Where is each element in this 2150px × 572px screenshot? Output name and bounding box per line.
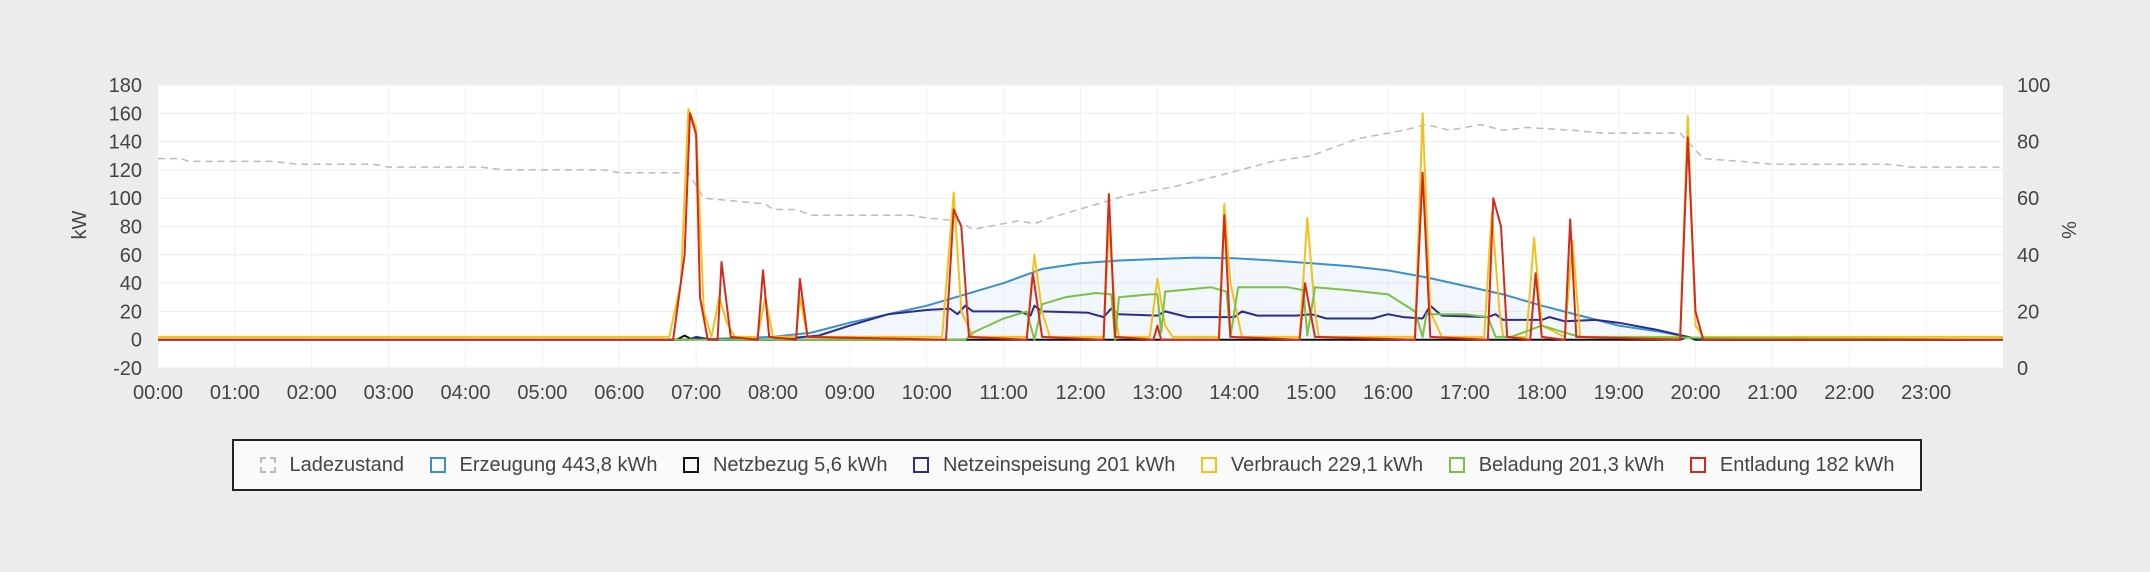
legend-item[interactable]: Ladezustand [259,453,405,477]
legend-label: Netzbezug 5,6 kWh [712,453,888,476]
legend-item[interactable]: Verbrauch 229,1 kWh [1200,453,1424,477]
legend-label: Entladung 182 kWh [1719,453,1895,476]
x-tick-label: 22:00 [1824,382,1874,404]
y-tick-label: 180 [109,75,142,97]
grid [157,84,2003,369]
legend-label: Beladung 201,3 kWh [1478,453,1665,476]
y-axis-left: -20 0 20 40 60 80 100 120 140 160 180 [109,75,142,380]
x-tick-label: 14:00 [1209,382,1259,404]
x-tick-label: 07:00 [671,382,721,404]
x-tick-label: 16:00 [1363,382,1413,404]
legend-item[interactable]: Beladung 201,3 kWh [1448,453,1665,477]
x-tick-label: 12:00 [1055,382,1105,404]
y2-tick-label: 100 [2017,75,2050,97]
y-tick-label: 80 [120,217,142,239]
y-tick-label: 120 [109,160,142,182]
legend-label: Erzeugung 443,8 kWh [459,453,658,476]
legend-item[interactable]: Entladung 182 kWh [1689,453,1895,477]
x-tick-label: 10:00 [902,382,952,404]
y2-tick-label: 20 [2017,301,2039,323]
x-tick-label: 06:00 [594,382,644,404]
x-tick-label: 01:00 [210,382,260,404]
series-line-entladung [158,112,2003,341]
y2-tick-label: 40 [2017,245,2039,267]
y-axis-right: 0 20 40 60 80 100 [2017,75,2050,380]
x-axis: 00:00 01:00 02:00 03:00 04:00 05:00 06:00 07:00… [133,382,1951,404]
x-tick-label: 23:00 [1901,382,1951,404]
series-lines [158,108,2004,341]
legend-swatch [682,457,699,473]
y-tick-label: 160 [109,103,142,125]
x-tick-label: 03:00 [364,382,414,404]
y-tick-label: 0 [131,330,142,352]
y-tick-label: -20 [113,358,142,380]
x-tick-label: 09:00 [825,382,875,404]
y-tick-label: 140 [109,132,142,154]
x-tick-label: 11:00 [979,382,1028,404]
y2-tick-label: 60 [2017,188,2039,210]
y-tick-label: 60 [120,245,142,267]
legend-label: Verbrauch 229,1 kWh [1230,453,1424,476]
y2-tick-label: 80 [2017,132,2039,154]
x-tick-label: 19:00 [1594,382,1644,404]
series-line-ladezustand [158,123,2003,231]
legend-swatch [1448,457,1465,473]
series-line-erzeugung [158,256,2003,341]
legend-label: Netzeinspeisung 201 kWh [942,453,1176,476]
legend: Ladezustand Erzeugung 443,8 kWh Netzbezug … [232,439,1922,491]
series-line-netzeinspeisung [158,304,2003,341]
legend-swatch [912,457,929,473]
x-tick-label: 02:00 [287,382,337,404]
x-tick-label: 17:00 [1440,382,1490,404]
x-tick-label: 05:00 [517,382,567,404]
y-tick-label: 100 [109,188,142,210]
legend-item[interactable]: Erzeugung 443,8 kWh [429,453,658,477]
y2-tick-label: 0 [2017,358,2028,380]
x-tick-label: 00:00 [133,382,183,404]
legend-swatch [1200,457,1217,473]
legend-swatch [259,457,276,473]
x-tick-label: 13:00 [1132,382,1182,404]
x-tick-label: 08:00 [748,382,798,404]
legend-swatch [1689,457,1706,473]
y-tick-label: 40 [120,273,142,295]
x-tick-label: 04:00 [440,382,490,404]
x-tick-label: 20:00 [1670,382,1720,404]
x-tick-label: 15:00 [1286,382,1336,404]
x-tick-label: 21:00 [1747,382,1797,404]
series-line-verbrauch [158,108,2003,338]
legend-item[interactable]: Netzeinspeisung 201 kWh [912,453,1176,477]
y2-axis-title: % [2057,221,2079,239]
y-tick-label: 20 [120,301,142,323]
x-tick-label: 18:00 [1517,382,1567,404]
y-axis-title: kW [69,210,91,239]
legend-item[interactable]: Netzbezug 5,6 kWh [682,453,888,477]
legend-label: Ladezustand [289,453,405,476]
legend-swatch [429,457,446,473]
